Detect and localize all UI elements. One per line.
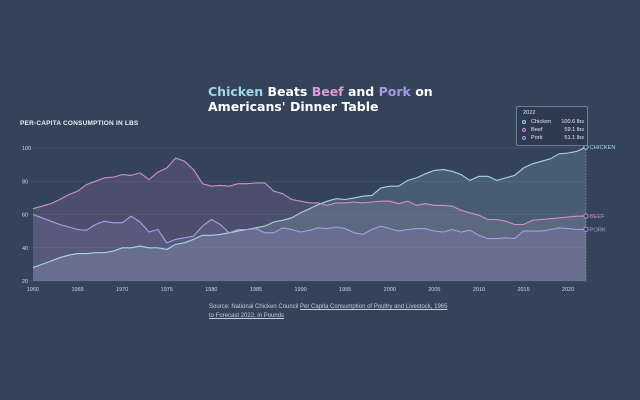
chart-title: Chicken Beats Beef and Pork on Americans… bbox=[208, 84, 468, 114]
source-link[interactable]: Per Capita Consumption of Poultry and Li… bbox=[209, 304, 448, 319]
legend-tooltip: 2022 Chicken 100.6 lbs Beef 59.1 lbs Por… bbox=[516, 106, 588, 146]
end-point-pork bbox=[583, 226, 589, 232]
x-tick-label: 2020 bbox=[562, 287, 574, 293]
x-tick-label: 1970 bbox=[116, 287, 128, 293]
legend-dot-icon bbox=[522, 120, 526, 124]
y-tick-label: 40 bbox=[22, 246, 28, 252]
legend-item-pork: Pork 51.1 lbs bbox=[522, 135, 584, 142]
title-chicken-word: Chicken bbox=[208, 84, 264, 99]
x-tick-label: 2000 bbox=[384, 287, 396, 293]
title-beats-word: Beats bbox=[263, 84, 312, 99]
legend-item-value: 59.1 lbs bbox=[564, 127, 584, 133]
legend-item-value: 100.6 lbs bbox=[561, 119, 584, 125]
legend-item-name: Beef bbox=[531, 127, 543, 133]
line-chicken bbox=[32, 146, 587, 269]
legend-year: 2022 bbox=[523, 110, 536, 116]
x-tick-label: 1975 bbox=[161, 287, 173, 293]
x-tick-label: 1965 bbox=[71, 287, 83, 293]
x-tick-label: 2010 bbox=[473, 287, 485, 293]
line-beef bbox=[32, 157, 587, 226]
legend-item-name: Pork bbox=[531, 135, 543, 141]
line-pork bbox=[32, 213, 587, 244]
legend-item-value: 51.1 lbs bbox=[564, 135, 584, 141]
title-line-2: Americans' Dinner Table bbox=[208, 99, 379, 114]
x-tick-label: 1980 bbox=[205, 287, 217, 293]
source-prefix: Source: National Chicken Council bbox=[209, 304, 301, 310]
title-and-word: and bbox=[343, 84, 379, 99]
title-pork-word: Pork bbox=[378, 84, 411, 99]
legend-dot-icon bbox=[522, 128, 526, 132]
area-beef bbox=[33, 158, 586, 281]
x-tick-label: 1960 bbox=[27, 287, 39, 293]
legend-item-name: Chicken bbox=[531, 119, 552, 125]
legend-dot-icon bbox=[522, 136, 526, 140]
y-tick-label: 80 bbox=[22, 179, 28, 185]
x-tick-label: 2015 bbox=[517, 287, 529, 293]
end-label-chicken: CHICKEN bbox=[590, 145, 616, 151]
source-note: Source: National Chicken Council Per Cap… bbox=[209, 303, 449, 321]
x-tick-label: 2005 bbox=[428, 287, 440, 293]
y-axis-label: PER-CAPITA CONSUMPTION IN LBS bbox=[20, 120, 139, 127]
title-beef-word: Beef bbox=[311, 84, 344, 99]
end-point-beef bbox=[583, 213, 589, 219]
y-tick-label: 60 bbox=[22, 213, 28, 219]
y-tick-label: 20 bbox=[22, 279, 28, 285]
title-on-word: on bbox=[410, 84, 433, 99]
end-label-pork: PORK bbox=[590, 227, 607, 233]
y-tick-label: 100 bbox=[22, 146, 31, 152]
legend-item-chicken: Chicken 100.6 lbs bbox=[522, 119, 584, 126]
end-label-beef: BEEF bbox=[590, 214, 606, 220]
x-tick-label: 1990 bbox=[294, 287, 306, 293]
x-tick-label: 1985 bbox=[250, 287, 262, 293]
legend-item-beef: Beef 59.1 lbs bbox=[522, 127, 584, 134]
x-tick-label: 1995 bbox=[339, 287, 351, 293]
